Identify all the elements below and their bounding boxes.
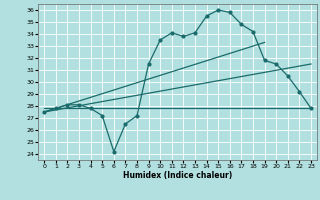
X-axis label: Humidex (Indice chaleur): Humidex (Indice chaleur): [123, 171, 232, 180]
